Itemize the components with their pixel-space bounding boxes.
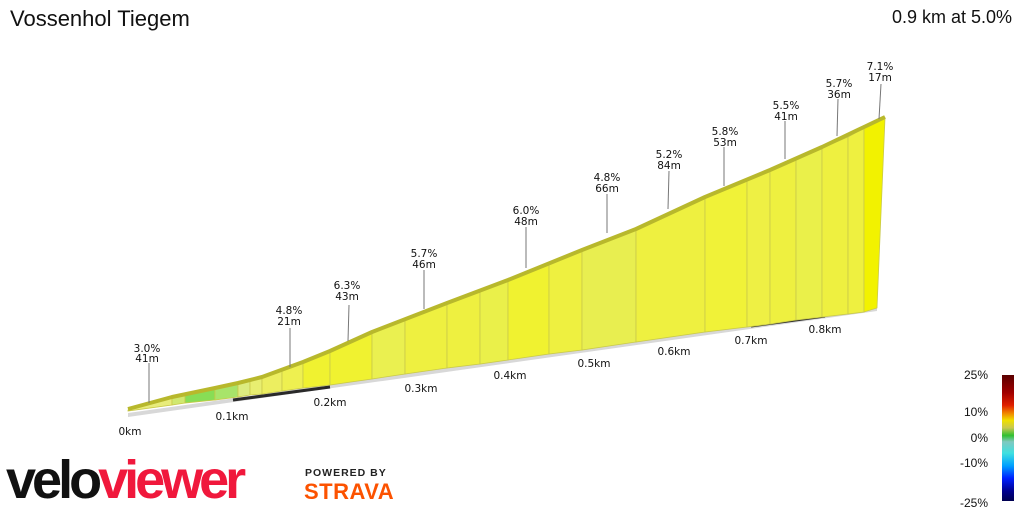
strava-logo: STRAVA [304, 479, 395, 504]
label-leaders [148, 83, 882, 403]
segment-length: 21m [277, 316, 301, 328]
profile-segments [127, 117, 886, 412]
segment-length: 48m [514, 216, 538, 228]
profile-top-edge [127, 115, 886, 411]
veloviewer-logo: veloviewer [6, 450, 246, 510]
segment-gradient: 5.5% [773, 100, 800, 112]
legend-tick: 0% [970, 431, 988, 445]
segment-gradient: 5.7% [826, 78, 853, 90]
segment-gradient: 7.1% [867, 61, 894, 73]
segment-gradient: 4.8% [276, 305, 303, 317]
segment-gradient: 5.2% [656, 149, 683, 161]
segment-length: 41m [135, 353, 159, 365]
segment-length: 53m [713, 137, 737, 149]
x-tick-label: 0.4km [493, 370, 526, 382]
segment-length: 17m [868, 72, 892, 84]
segment-gradient: 5.7% [411, 248, 438, 260]
x-tick-label: 0.3km [404, 383, 437, 395]
segment-length: 36m [827, 89, 851, 101]
segment-labels: 3.0% 41m 4.8% 21m 6.3% 43m 5.7% 46m 6.0%… [134, 61, 894, 365]
x-tick-label: 0.2km [313, 397, 346, 409]
segment-length: 46m [412, 259, 436, 271]
x-tick-label: 0km [119, 426, 142, 438]
segment-gradient: 6.3% [334, 280, 361, 292]
x-tick-label: 0.7km [734, 335, 767, 347]
segment-length: 43m [335, 291, 359, 303]
legend-tick: 25% [963, 368, 988, 382]
legend-tick: 10% [963, 405, 988, 419]
logo-viewer: viewer [98, 450, 246, 510]
gradient-legend: 25% 10% 0% -10% -25% [960, 368, 1024, 512]
x-tick-label: 0.1km [215, 411, 248, 423]
gradient-color-scale [1002, 375, 1014, 501]
distance-axis: 0km 0.1km 0.2km 0.3km 0.4km 0.5km 0.6km … [119, 324, 842, 438]
x-tick-label: 0.6km [657, 346, 690, 358]
segment-length: 84m [657, 160, 681, 172]
x-tick-label: 0.5km [577, 358, 610, 370]
segment-gradient: 4.8% [594, 172, 621, 184]
legend-tick: -10% [959, 456, 988, 470]
segment-length: 66m [595, 183, 619, 195]
climb-summary: 0.9 km at 5.0% [891, 7, 1012, 27]
x-tick-label: 0.8km [808, 324, 841, 336]
powered-by-label: POWERED BY [305, 467, 387, 479]
segment-length: 41m [774, 111, 798, 123]
legend-tick: -25% [959, 496, 988, 510]
page-title: Vossenhol Tiegem [10, 6, 190, 31]
logo-velo: velo [6, 450, 102, 510]
segment-gradient: 5.8% [712, 126, 739, 138]
segment-gradient: 3.0% [134, 343, 161, 355]
segment-gradient: 6.0% [513, 205, 540, 217]
